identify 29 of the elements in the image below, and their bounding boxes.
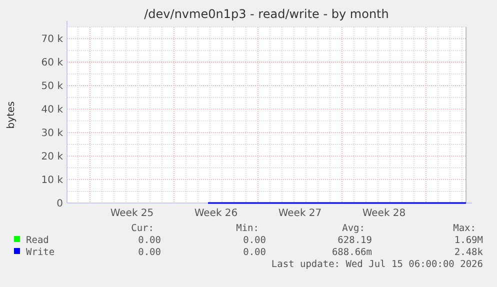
y-tick-label: 0 (56, 198, 63, 210)
y-tick-label: 40 k (41, 104, 64, 116)
text: 0.00 (138, 247, 162, 258)
text: 628.19 (338, 235, 372, 246)
text: 0.00 (138, 235, 162, 246)
y-axis-title: bytes (6, 101, 17, 129)
y-tick-label: 20 k (41, 152, 64, 163)
text: 0.00 (243, 247, 266, 258)
y-tick-label: 30 k (41, 128, 64, 140)
text: Min: (236, 223, 259, 234)
text: Cur: (131, 223, 154, 234)
x-tick-label: Week 27 (278, 208, 322, 219)
legend-label: Read (26, 235, 49, 246)
x-tick-label: Week 28 (362, 208, 406, 219)
text: Max: (453, 223, 476, 234)
legend-label: Write (26, 247, 55, 258)
text: Avg: (342, 223, 365, 234)
text: 2.48k (454, 247, 484, 258)
chart-title: /dev/nvme0n1p3 - read/write - by month (144, 7, 389, 21)
x-tick-label: Week 26 (194, 208, 238, 219)
text: Last update: Wed Jul 15 06:00:00 2026 (271, 259, 484, 270)
text: 0.00 (243, 235, 266, 246)
y-tick-label: 50 k (41, 81, 64, 92)
text: 1.69M (454, 235, 484, 246)
x-tick-label: Week 25 (110, 208, 154, 219)
y-tick-label: 10 k (41, 175, 64, 186)
y-tick-label: 60 k (41, 58, 64, 69)
text: 688.66m (332, 247, 372, 258)
y-tick-label: 70 k (41, 34, 64, 46)
